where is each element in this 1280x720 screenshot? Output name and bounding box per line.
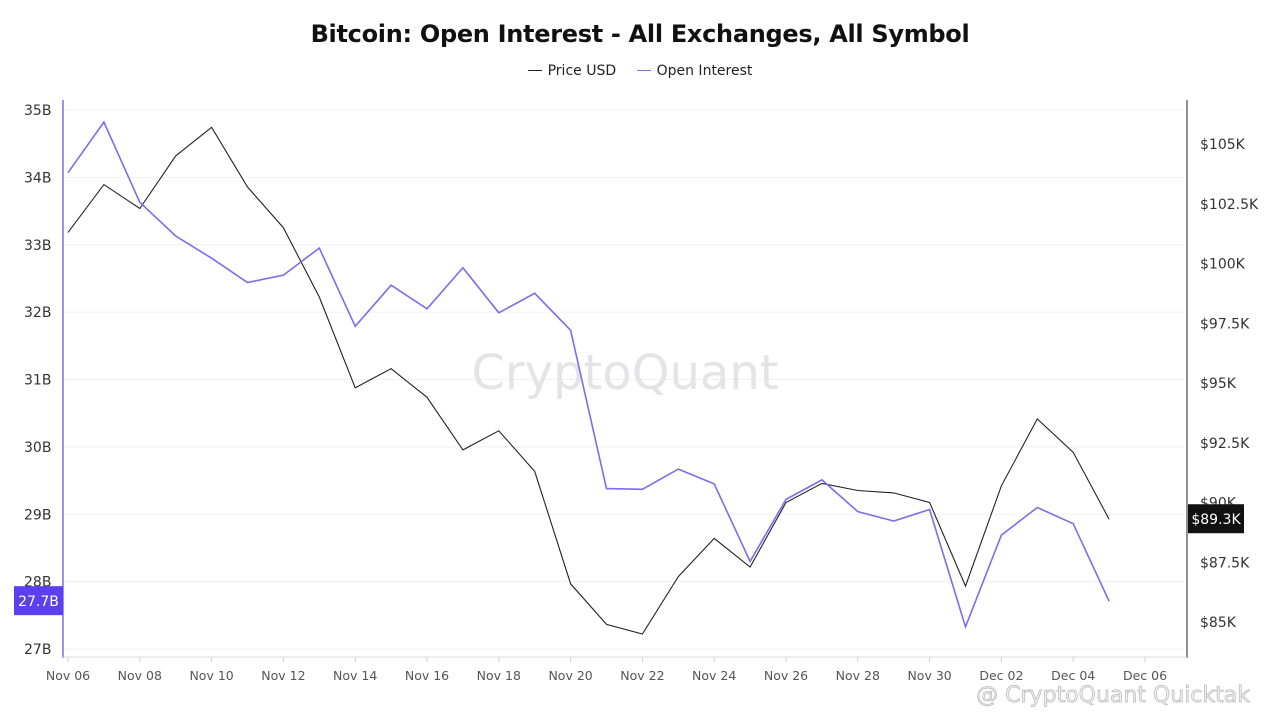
x-tick-label-14: Dec 04 [1051,668,1095,683]
y-left-tick-label-7: 34B [24,170,51,186]
chart-title: Bitcoin: Open Interest - All Exchanges, … [310,20,970,48]
value-badges: 27.7B $89.3K [14,504,1244,616]
y-left-tick-label-6: 33B [24,238,51,254]
y-right-tick-label-6: $100K [1200,257,1246,273]
x-tick-label-3: Nov 12 [261,668,305,683]
current-open-interest-badge [14,586,63,616]
series-line-price-usd [67,126,1110,635]
legend-swatch-price [527,69,542,71]
legend-label-open-interest: Open Interest [656,63,753,79]
y-right-tick-label-8: $105K [1200,137,1246,153]
x-tick-label-0: Nov 06 [46,668,90,683]
y-right-tick-label-3: $92.5K [1200,436,1250,452]
gridlines [64,109,1184,650]
watermark-logo: CryptoQuant [471,345,778,401]
y-right-tick-label-1: $87.5K [1200,555,1250,571]
x-tick-label-7: Nov 20 [548,668,592,683]
current-open-interest-badge-label: 27.7B [18,594,59,610]
x-tick-label-5: Nov 16 [405,668,449,683]
series-line-open-interest [67,120,1110,630]
y-right-tick-label-0: $85K [1200,615,1237,631]
series-lines [67,120,1110,635]
y-left-tick-label-2: 29B [24,507,51,523]
x-tick-label-13: Dec 02 [979,668,1023,683]
y-right-tick-label-4: $95K [1200,376,1237,392]
x-tick-label-2: Nov 10 [189,668,233,683]
legend-item-price[interactable]: Price USD [527,63,617,79]
current-price-badge-label: $89.3K [1191,512,1241,528]
x-tick-label-11: Nov 28 [836,668,880,683]
x-tick-label-12: Nov 30 [907,668,951,683]
x-tick-label-1: Nov 08 [118,668,162,683]
y-right-tick-label-5: $97.5K [1200,316,1250,332]
credit-watermark: @ CryptoQuant Quicktak [976,683,1250,708]
legend-item-open-interest[interactable]: Open Interest [636,63,753,79]
y-left-tick-label-8: 35B [24,103,51,119]
legend: Price USD Open Interest [0,63,1280,79]
y-left-tick-label-4: 31B [24,373,51,389]
y-right-tick-label-7: $102.5K [1200,197,1259,213]
x-tick-label-15: Dec 06 [1123,668,1167,683]
x-tick-label-10: Nov 26 [764,668,808,683]
legend-swatch-open-interest [636,69,651,71]
x-tick-label-8: Nov 22 [620,668,664,683]
x-tick-label-4: Nov 14 [333,668,377,683]
current-price-badge [1188,504,1244,534]
x-tick-label-6: Nov 18 [477,668,521,683]
y-left-tick-label-3: 30B [24,440,51,456]
y-left-tick-label-5: 32B [24,305,51,321]
y-left-tick-label-0: 27B [24,642,51,658]
legend-label-price: Price USD [547,63,617,79]
x-tick-label-9: Nov 24 [692,668,736,683]
